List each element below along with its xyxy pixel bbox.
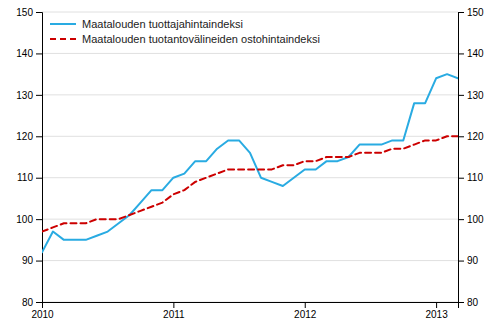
y-tick: 110 bbox=[17, 172, 42, 183]
y-tick-mark bbox=[36, 12, 42, 13]
x-axis-line bbox=[43, 303, 459, 309]
x-tick-mark bbox=[173, 302, 174, 308]
y2-tick: 80 bbox=[458, 297, 479, 308]
y-tick: 90 bbox=[22, 255, 42, 266]
legend-label: Maatalouden tuotantovälineiden ostohinta… bbox=[82, 33, 320, 45]
y2-tick-label: 80 bbox=[467, 297, 479, 308]
y-tick: 120 bbox=[16, 131, 42, 142]
legend-item: Maatalouden tuottajahintaindeksi bbox=[50, 18, 243, 30]
y2-tick-mark bbox=[458, 261, 464, 262]
y-tick-label: 140 bbox=[16, 48, 33, 59]
legend-swatch bbox=[50, 23, 76, 25]
y-tick-mark bbox=[36, 95, 42, 96]
plot-area: 2010201120122013809010011012013014015080… bbox=[16, 7, 484, 320]
x-tick-label: 2010 bbox=[31, 309, 54, 320]
y2-tick-label: 90 bbox=[467, 255, 479, 266]
y-tick-label: 110 bbox=[17, 172, 33, 183]
series-line bbox=[42, 136, 458, 231]
chart-container: 2010201120122013809010011012013014015080… bbox=[0, 0, 500, 330]
y2-axis: 80 90 100 110 120 130 140 150 bbox=[458, 7, 484, 308]
x-tick: 2013 bbox=[425, 302, 448, 320]
y2-tick-label: 130 bbox=[467, 90, 484, 101]
y-tick-mark bbox=[36, 53, 42, 54]
y2-tick-label: 100 bbox=[467, 214, 484, 225]
y-tick-mark bbox=[36, 261, 42, 262]
y-tick-label: 80 bbox=[22, 297, 34, 308]
grid-line bbox=[42, 53, 458, 54]
y2-tick: 130 bbox=[458, 90, 484, 101]
y-tick-label: 120 bbox=[16, 131, 33, 142]
y2-tick-mark bbox=[458, 136, 464, 137]
x-tick: 2011 bbox=[163, 302, 185, 320]
grid bbox=[42, 12, 458, 302]
y-tick: 130 bbox=[16, 90, 42, 101]
x-tick: 2012 bbox=[294, 302, 317, 320]
legend-item: Maatalouden tuotantovälineiden ostohinta… bbox=[50, 33, 320, 45]
y-tick-label: 130 bbox=[16, 90, 33, 101]
legend-label: Maatalouden tuottajahintaindeksi bbox=[82, 18, 243, 30]
y2-axis-line bbox=[459, 13, 465, 303]
x-tick-label: 2012 bbox=[294, 309, 317, 320]
x-axis: 2010 2011 2012 2013 bbox=[31, 302, 458, 320]
grid-line bbox=[42, 260, 458, 261]
y-axis: 80 90 100 110 120 130 140 150 bbox=[16, 7, 42, 308]
y-tick-label: 90 bbox=[22, 255, 34, 266]
grid-line bbox=[42, 136, 458, 137]
lines bbox=[42, 74, 458, 252]
legend: Maatalouden tuottajahintaindeksi Maatalou… bbox=[50, 18, 320, 45]
y-tick: 100 bbox=[16, 214, 42, 225]
y2-tick: 150 bbox=[458, 7, 484, 18]
x-tick-label: 2013 bbox=[425, 309, 448, 320]
chart-svg: 2010201120122013809010011012013014015080… bbox=[0, 0, 500, 330]
y2-tick-label: 150 bbox=[467, 7, 484, 18]
grid-line bbox=[42, 94, 458, 95]
y-tick-label: 100 bbox=[16, 214, 33, 225]
y2-tick-mark bbox=[458, 302, 464, 303]
y2-tick-mark bbox=[458, 219, 464, 220]
y2-tick-label: 110 bbox=[467, 172, 483, 183]
x-tick-label: 2011 bbox=[163, 309, 185, 320]
y2-tick-label: 120 bbox=[467, 131, 484, 142]
legend-swatch bbox=[50, 38, 76, 40]
y2-tick: 90 bbox=[458, 255, 479, 266]
y-tick-mark bbox=[36, 178, 42, 179]
y2-tick-mark bbox=[458, 178, 464, 179]
x-tick-mark bbox=[436, 302, 437, 308]
y-tick-label: 150 bbox=[16, 7, 33, 18]
y-tick: 140 bbox=[16, 48, 42, 59]
y-tick: 80 bbox=[22, 297, 42, 308]
grid-line bbox=[42, 177, 458, 178]
y-tick-mark bbox=[36, 302, 42, 303]
y2-tick-mark bbox=[458, 53, 464, 54]
y2-tick-mark bbox=[458, 95, 464, 96]
y-tick-mark bbox=[36, 136, 42, 137]
y2-tick: 120 bbox=[458, 131, 484, 142]
y2-tick-label: 140 bbox=[467, 48, 484, 59]
y-tick: 150 bbox=[16, 7, 42, 18]
x-tick: 2010 bbox=[31, 302, 54, 320]
y-axis-line bbox=[36, 13, 43, 303]
y2-tick: 110 bbox=[458, 172, 483, 183]
series-line bbox=[42, 74, 458, 252]
y-tick-mark bbox=[36, 219, 42, 220]
grid-line bbox=[42, 12, 458, 13]
y2-tick-mark bbox=[458, 12, 464, 13]
x-tick-mark bbox=[305, 302, 306, 308]
y2-tick: 140 bbox=[458, 48, 484, 59]
y2-tick: 100 bbox=[458, 214, 484, 225]
